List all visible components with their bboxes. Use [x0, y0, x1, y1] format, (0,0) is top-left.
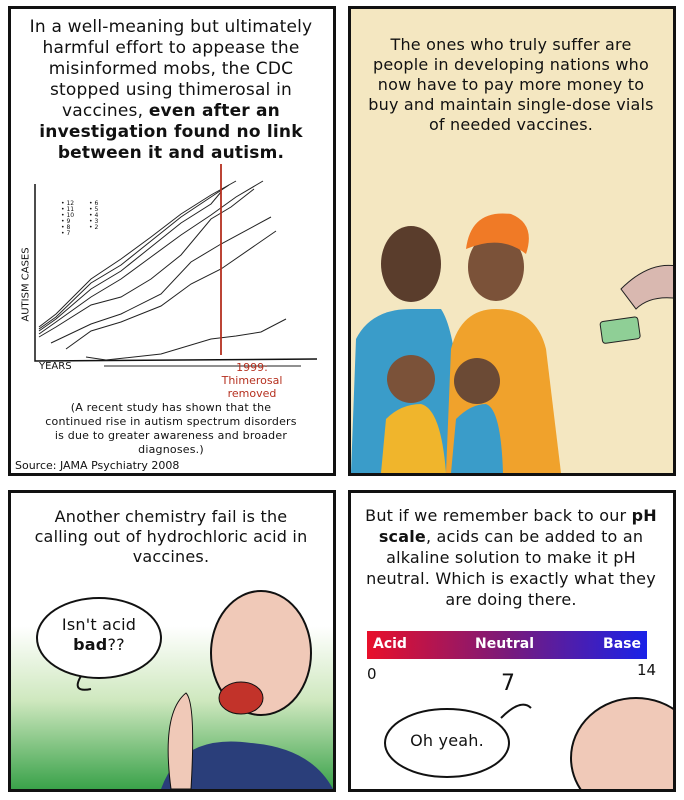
panel-developing-nations: The ones who truly suffer are people in … — [348, 6, 676, 476]
panel-ph-scale: But if we remember back to our pH scale,… — [348, 490, 676, 792]
panel1-caption: In a well-meaning but ultimately harmful… — [29, 17, 313, 163]
series-line-5 — [85, 318, 287, 361]
panel4-caption: But if we remember back to our pH scale,… — [365, 506, 657, 609]
bald-man-illustration — [36, 590, 333, 789]
thimerosal-annotation: 1999: Thimerosal removed — [221, 361, 283, 400]
legend-entry: • 8 — [61, 224, 70, 231]
label-acid: Acid — [373, 636, 407, 652]
y-axis-label: AUTISM CASES — [20, 247, 32, 322]
panel3-caption: Another chemistry fail is the calling ou… — [34, 507, 308, 566]
series-line-9 — [38, 180, 264, 335]
panel2-caption: The ones who truly suffer are people in … — [368, 35, 654, 134]
legend-entry: • 5 — [89, 206, 98, 213]
ph-scale-bar: Acid Neutral Base — [367, 631, 647, 659]
series-line-8 — [38, 188, 255, 338]
series-line-6 — [65, 230, 277, 350]
legend-entry: • 12 — [61, 200, 74, 207]
label-neutral: Neutral — [475, 636, 535, 652]
chart-axes — [34, 184, 318, 362]
family-illustration — [351, 213, 673, 473]
speech-bubble-oh-yeah: Oh yeah. — [410, 731, 484, 750]
series-line-11 — [38, 184, 230, 330]
tick-14: 14 — [637, 661, 657, 679]
legend-entry: • 4 — [89, 212, 98, 219]
legend-entry: • 6 — [89, 200, 98, 207]
series-line-10 — [38, 191, 222, 332]
speech-bubble: Isn't acid bad?? — [61, 615, 137, 654]
label-base: Base — [603, 636, 641, 652]
x-axis-label: YEARS — [39, 361, 72, 372]
legend-entry: • 10 — [61, 212, 74, 219]
panel-chart: In a well-meaning but ultimately harmful… — [8, 6, 336, 476]
series-line-7 — [50, 216, 272, 344]
legend-entry: • 7 — [61, 230, 70, 237]
bald-man-face — [384, 697, 673, 789]
legend-entry: • 11 — [61, 206, 74, 213]
study-note: (A recent study has shown that the conti… — [45, 401, 297, 456]
source: Source: JAMA Psychiatry 2008 — [15, 459, 180, 472]
panel-acid-fear: Another chemistry fail is the calling ou… — [8, 490, 336, 792]
legend-entry: • 3 — [89, 218, 98, 225]
series-line-12 — [38, 180, 237, 328]
legend-entry: • 9 — [61, 218, 70, 225]
legend-entry: • 2 — [89, 224, 98, 231]
tick-7: 7 — [501, 671, 515, 696]
tick-0: 0 — [367, 665, 377, 683]
autism-chart: • 12• 11• 10• 9• 8• 7 • 6• 5• 4• 3• 2 — [34, 164, 318, 367]
